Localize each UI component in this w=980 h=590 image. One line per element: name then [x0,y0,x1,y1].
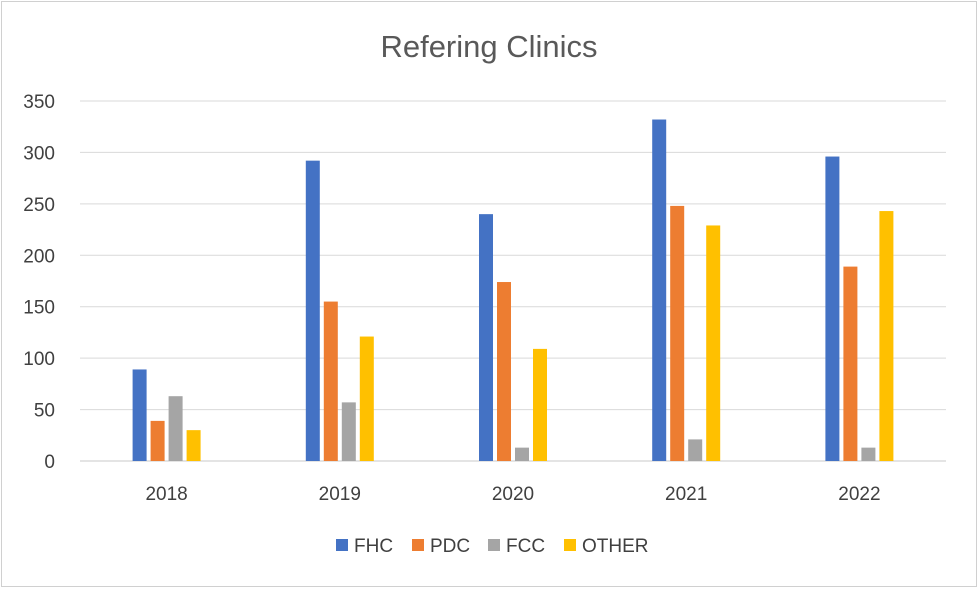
bar-fcc-2018 [168,396,183,461]
legend-label-pdc: PDC [430,536,470,557]
bar-pdc-2021 [670,205,685,461]
x-tick-label: 2021 [665,484,707,505]
bar-other-2019 [359,336,374,461]
bar-fhc-2019 [305,160,320,461]
bar-other-2022 [879,211,894,461]
bar-other-2018 [186,430,201,461]
legend: FHC PDC FCC OTHER [336,536,649,557]
legend-swatch-pdc [412,539,424,551]
y-tick-label: 350 [23,92,55,113]
bar-other-2020 [533,348,547,461]
bar-fcc-2020 [515,447,529,461]
bar-pdc-2020 [497,282,511,461]
x-tick-label: 2019 [319,484,361,505]
chart-title: Refering Clinics [380,29,597,64]
bar-pdc-2018 [150,420,165,461]
x-tick-label: 2020 [492,484,534,505]
bar-fcc-2022 [861,447,876,461]
legend-swatch-other [564,539,576,551]
legend-label-fhc: FHC [354,536,393,557]
bars [132,119,894,462]
y-tick-label: 50 [34,401,55,422]
x-tick-label: 2018 [145,484,187,505]
legend-label-fcc: FCC [506,536,545,557]
bar-fhc-2018 [132,369,147,461]
bar-fcc-2021 [688,439,703,461]
bar-other-2021 [706,225,721,461]
gridlines [80,100,946,462]
y-tick-label: 300 [23,143,55,164]
bar-fcc-2019 [341,402,356,461]
bar-pdc-2019 [323,301,338,461]
y-tick-label: 200 [23,246,55,267]
bar-pdc-2022 [843,266,858,461]
y-axis: 0 50 100 150 200 250 300 350 [23,92,55,473]
y-tick-label: 250 [23,195,55,216]
bar-fhc-2020 [479,214,493,461]
bar-fhc-2022 [825,156,840,462]
legend-swatch-fcc [488,539,500,551]
x-tick-label: 2022 [838,484,880,505]
y-tick-label: 0 [44,452,55,473]
legend-label-other: OTHER [582,536,649,557]
legend-swatch-fhc [336,539,348,551]
y-tick-label: 100 [23,349,55,370]
y-tick-label: 150 [23,298,55,319]
x-axis: 2018 2019 2020 2021 2022 [145,484,880,505]
bar-fhc-2021 [652,119,667,461]
